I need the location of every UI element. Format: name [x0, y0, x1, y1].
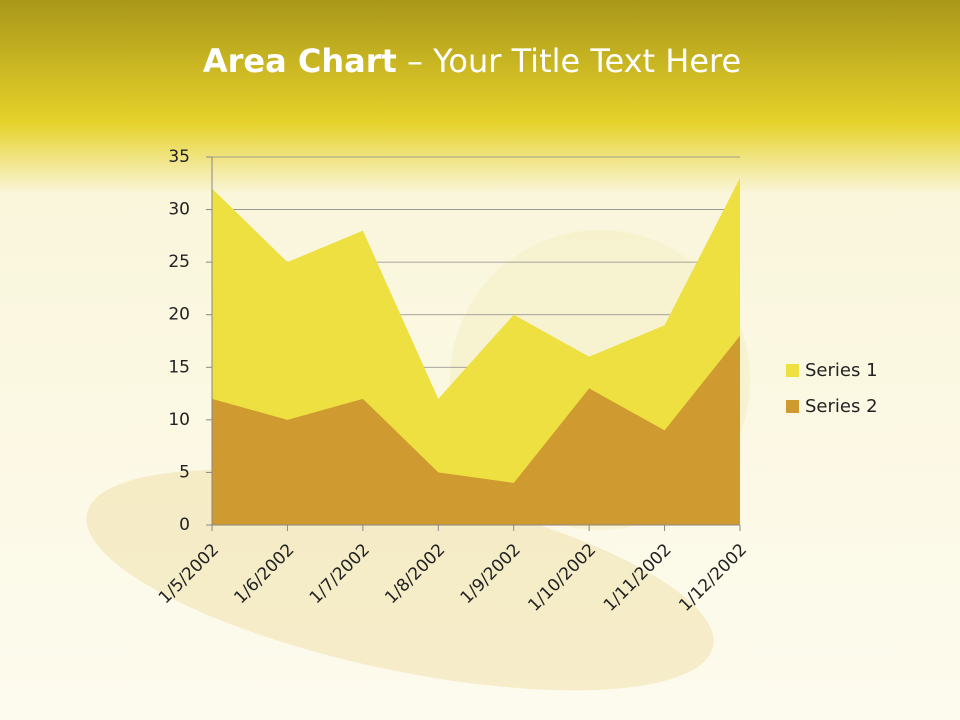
y-tick-label: 0	[179, 515, 190, 535]
y-tick-label: 5	[179, 462, 190, 482]
legend-label: Series 1	[805, 360, 878, 381]
y-tick-label: 15	[168, 357, 190, 377]
legend-swatch	[786, 364, 799, 377]
area	[212, 335, 740, 525]
y-tick-label: 35	[168, 147, 190, 167]
y-tick-label: 25	[168, 252, 190, 272]
legend-swatch	[786, 400, 799, 413]
title-bold: Area Chart	[203, 42, 397, 80]
y-tick-label: 10	[168, 410, 190, 430]
title-rest: – Your Title Text Here	[407, 42, 741, 80]
y-tick-label: 20	[168, 305, 190, 325]
slide-title: Area Chart – Your Title Text Here	[203, 42, 741, 80]
y-tick-label: 30	[168, 200, 190, 220]
legend-label: Series 2	[805, 396, 878, 417]
